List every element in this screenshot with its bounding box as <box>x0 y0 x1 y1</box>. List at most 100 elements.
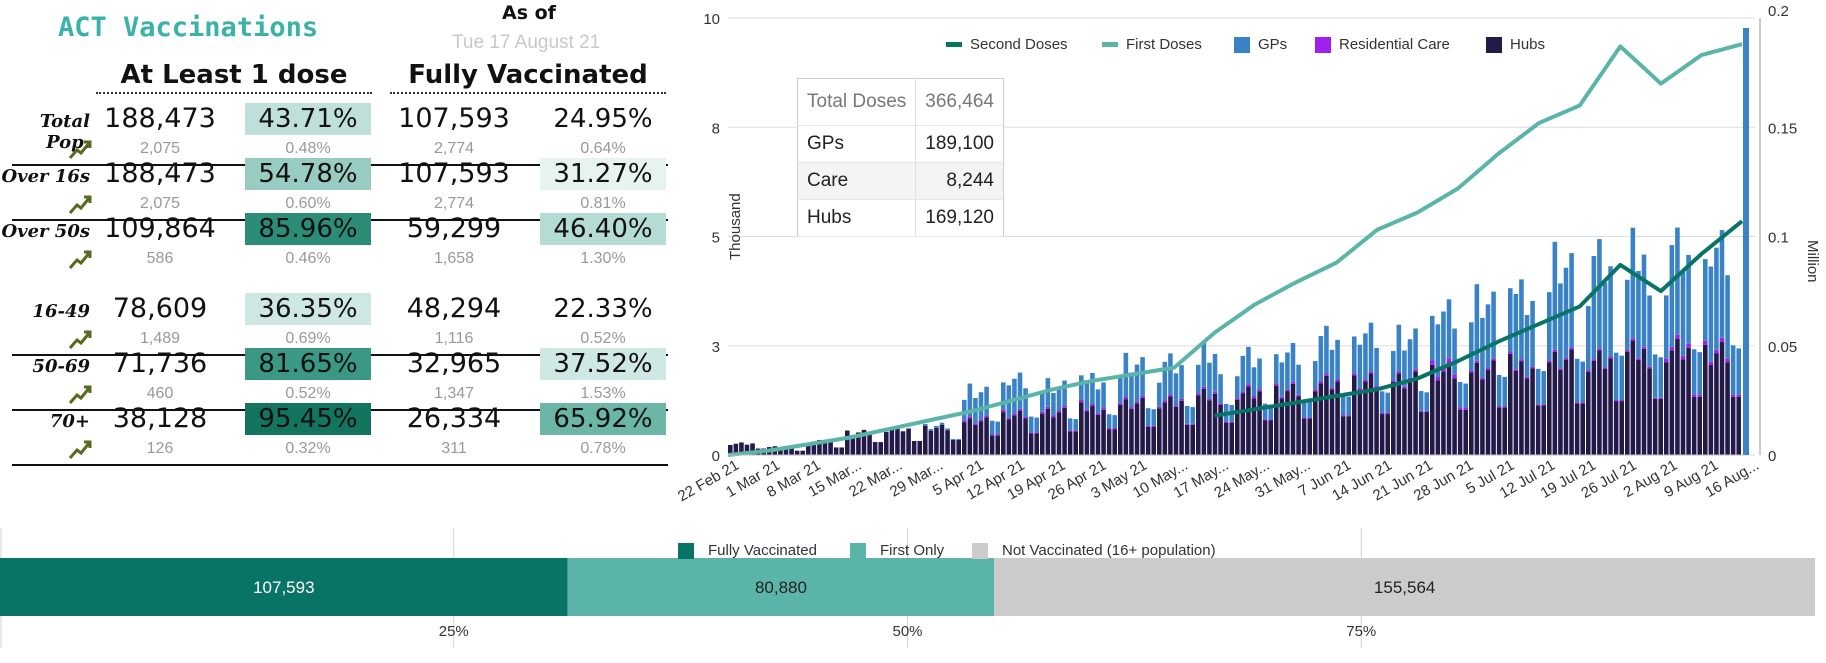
care-bar <box>1151 425 1156 427</box>
care-bar <box>1190 423 1195 425</box>
fully-vaccinated-count: 107,593 <box>398 103 510 134</box>
care-bar <box>1346 415 1351 417</box>
hubs-bar <box>1274 385 1279 455</box>
care-bar <box>1145 425 1151 427</box>
hubs-bar <box>1435 380 1441 455</box>
care-bar <box>962 420 967 423</box>
hubs-bar <box>1118 404 1123 455</box>
hubs-bar <box>750 443 755 455</box>
gp-bar <box>1407 339 1413 378</box>
hubs-bar <box>1608 358 1613 455</box>
gp-bar <box>1625 279 1630 350</box>
gp-bar <box>1118 374 1123 403</box>
legend-swatch <box>1234 37 1250 53</box>
hubs-bar <box>1229 422 1234 455</box>
care-bar <box>1123 397 1129 400</box>
hubs-bar <box>1480 379 1485 455</box>
hubs-bar <box>1095 415 1101 455</box>
gp-bar <box>1329 349 1335 388</box>
hubs-bar <box>1714 353 1719 455</box>
coverage-segment <box>994 558 1815 616</box>
total-doses-label: Total Doses <box>797 78 916 126</box>
hubs-bar <box>1290 383 1296 455</box>
care-bar <box>1736 394 1741 397</box>
hubs-bar <box>1307 418 1312 455</box>
hubs-bar <box>939 424 945 455</box>
hubs-bar <box>1090 406 1095 455</box>
first-dose-daily-change: 126 <box>146 440 174 457</box>
hubs-bar <box>1418 411 1424 455</box>
care-bar <box>1530 366 1535 369</box>
care-bar <box>1480 377 1485 380</box>
fully-vaccinated-daily-change: 1,347 <box>433 385 475 402</box>
hubs-bar <box>1173 406 1179 455</box>
hubs-bar <box>1140 397 1145 455</box>
care-bar <box>1563 357 1569 360</box>
coverage-tick-label: 50% <box>892 623 922 640</box>
first-dose-count: 71,736 <box>112 348 208 379</box>
care-bar <box>1519 359 1524 362</box>
hubs-bar <box>1129 408 1134 455</box>
as-of-label: As of <box>502 2 556 24</box>
gp-bar <box>1190 407 1195 424</box>
hubs-bar <box>744 444 750 455</box>
care-bar <box>1391 380 1396 382</box>
care-bar <box>1268 419 1273 421</box>
gp-bar <box>978 392 984 420</box>
hubs-bar <box>1374 387 1379 455</box>
fully-vaccinated-count: 32,965 <box>406 348 502 379</box>
gp-bar <box>1051 393 1056 416</box>
care-bar <box>1418 410 1424 412</box>
care-bar <box>1368 371 1374 374</box>
gp-bar <box>1079 375 1084 400</box>
hubs-bar <box>1457 409 1463 455</box>
care-bar <box>1001 409 1006 413</box>
row-label: 70+ <box>49 411 90 432</box>
hubs-bar <box>828 441 833 455</box>
hubs-bar <box>1151 426 1156 455</box>
care-bar <box>1296 394 1301 397</box>
hubs-bar <box>1357 389 1363 455</box>
care-bar <box>1023 416 1028 419</box>
hubs-bar <box>1725 362 1730 455</box>
gp-bar <box>1591 256 1597 360</box>
column-header-first-dose: At Least 1 dose <box>96 60 372 94</box>
care-bar <box>1669 346 1675 351</box>
gp-bar <box>1541 371 1546 405</box>
gp-bar <box>1675 227 1680 335</box>
gp-bar <box>1262 403 1268 420</box>
hubs-bar <box>794 450 800 455</box>
care-bar <box>1340 415 1346 417</box>
hubs-bar <box>811 441 817 455</box>
hubs-bar <box>1006 419 1012 455</box>
row-separator <box>12 464 668 466</box>
gp-bar <box>1140 357 1145 396</box>
hubs-bar <box>1162 402 1168 455</box>
care-bar <box>1441 367 1446 372</box>
hubs-bar <box>1502 407 1507 455</box>
hubs-bar <box>1134 403 1140 455</box>
care-bar <box>1079 399 1084 403</box>
care-value: 8,244 <box>915 162 1004 200</box>
care-bar <box>1095 413 1101 416</box>
care-bar <box>1574 402 1580 404</box>
gp-bar <box>1457 381 1463 408</box>
first-dose-percent-change: 0.60% <box>285 195 331 212</box>
fully-vaccinated-count: 107,593 <box>398 158 510 189</box>
gp-bar <box>1719 230 1725 338</box>
coverage-value-label: 155,564 <box>1374 578 1435 597</box>
gp-bar <box>1073 419 1078 431</box>
hubs-bar <box>1218 405 1223 455</box>
gp-bar <box>1279 362 1285 397</box>
gp-bar <box>1391 350 1396 381</box>
hubs-bar <box>1268 420 1273 455</box>
gp-bar <box>1519 279 1524 360</box>
chart-lines <box>727 42 1744 457</box>
hubs-bar <box>1686 347 1691 455</box>
gp-bar <box>995 421 1000 435</box>
y-tick-label: 0 <box>712 448 720 465</box>
care-bar <box>1430 360 1435 365</box>
hubs-bar <box>1012 415 1017 455</box>
care-bar <box>1658 397 1663 399</box>
care-bar <box>1006 417 1012 420</box>
